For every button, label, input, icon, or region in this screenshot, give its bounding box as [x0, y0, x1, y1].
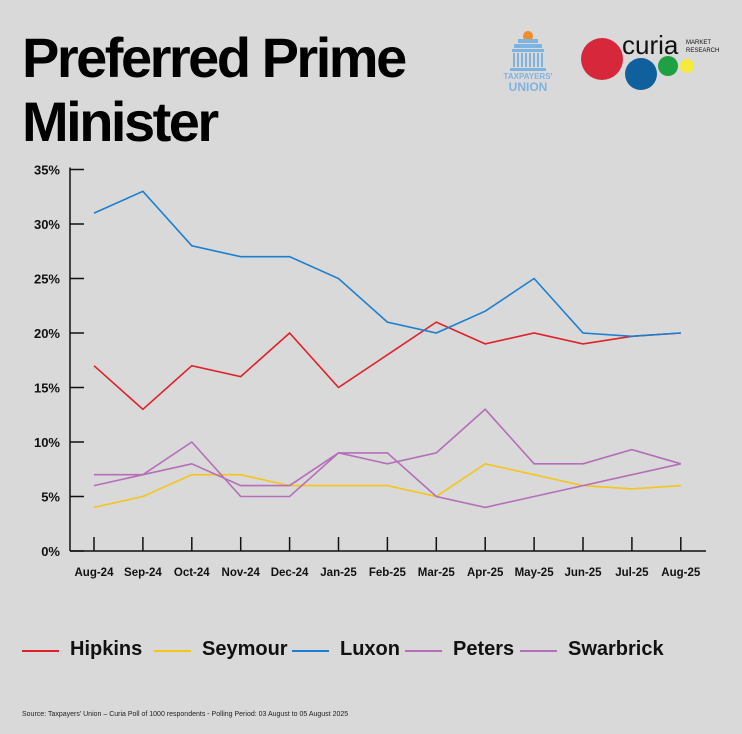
- legend-label-hipkins: Hipkins: [70, 638, 143, 660]
- chart-legend: Hipkins Seymour Luxon Peters Swarbrick: [0, 630, 742, 670]
- source-note: Source: Taxpayers' Union – Curia Poll of…: [22, 711, 349, 718]
- curia-line2: RESEARCH: [686, 48, 719, 54]
- page-title: Preferred Prime Minister: [22, 26, 407, 153]
- x-tick-label: Aug-25: [661, 567, 701, 579]
- x-tick-label: Jun-25: [564, 567, 602, 579]
- y-tick-label: 0%: [41, 544, 60, 559]
- y-tick-label: 15%: [34, 381, 60, 396]
- taxpayers-union-logo: TAXPAYERS' UNION: [504, 31, 553, 94]
- legend-label-peters: Peters: [453, 638, 515, 660]
- x-tick-label: May-25: [515, 567, 555, 579]
- y-tick-label: 35%: [34, 163, 60, 178]
- taxpayers-union-line2: UNION: [509, 80, 548, 94]
- legend-swatch-peters: [405, 650, 442, 652]
- series-line-seymour: [93, 462, 681, 509]
- y-tick-label: 10%: [34, 435, 60, 450]
- x-tick-label: Sep-24: [124, 567, 162, 579]
- legend-swatch-luxon: [292, 650, 329, 652]
- x-tick-label: Dec-24: [271, 567, 309, 579]
- x-tick-label: Apr-25: [467, 567, 504, 579]
- x-tick-label: Jan-25: [320, 567, 357, 579]
- series-line-hipkins: [93, 321, 681, 411]
- legend-label-luxon: Luxon: [340, 638, 400, 660]
- taxpayers-union-line1: TAXPAYERS': [504, 72, 553, 81]
- legend-label-seymour: Seymour: [202, 638, 288, 660]
- x-tick-label: Oct-24: [174, 567, 210, 579]
- x-tick-label: Mar-25: [418, 567, 456, 579]
- y-tick-label: 5%: [41, 490, 60, 505]
- y-tick-label: 20%: [34, 326, 60, 341]
- series-line-swarbrick: [93, 408, 682, 487]
- line-chart: 0% 5% 10% 15% 20% 25% 30% 35% Aug-24 Sep-24 Oct-24…: [34, 163, 706, 579]
- curia-logo: curia MARKET RESEARCH: [581, 30, 719, 90]
- legend-swatch-seymour: [154, 650, 191, 652]
- y-tick-label: 30%: [34, 217, 60, 232]
- legend-label-swarbrick: Swarbrick: [568, 638, 664, 660]
- series-line-peters: [94, 440, 681, 509]
- x-tick-label: Feb-25: [369, 567, 407, 579]
- legend-swatch-hipkins: [22, 650, 59, 652]
- x-tick-label: Nov-24: [222, 567, 261, 579]
- curia-name: curia: [622, 30, 679, 60]
- x-tick-label: Jul-25: [615, 567, 649, 579]
- series-line-luxon: [93, 190, 681, 338]
- y-tick-label: 25%: [34, 272, 60, 287]
- curia-line1: MARKET: [686, 40, 711, 46]
- legend-swatch-swarbrick: [520, 650, 557, 652]
- x-tick-label: Aug-24: [75, 567, 115, 579]
